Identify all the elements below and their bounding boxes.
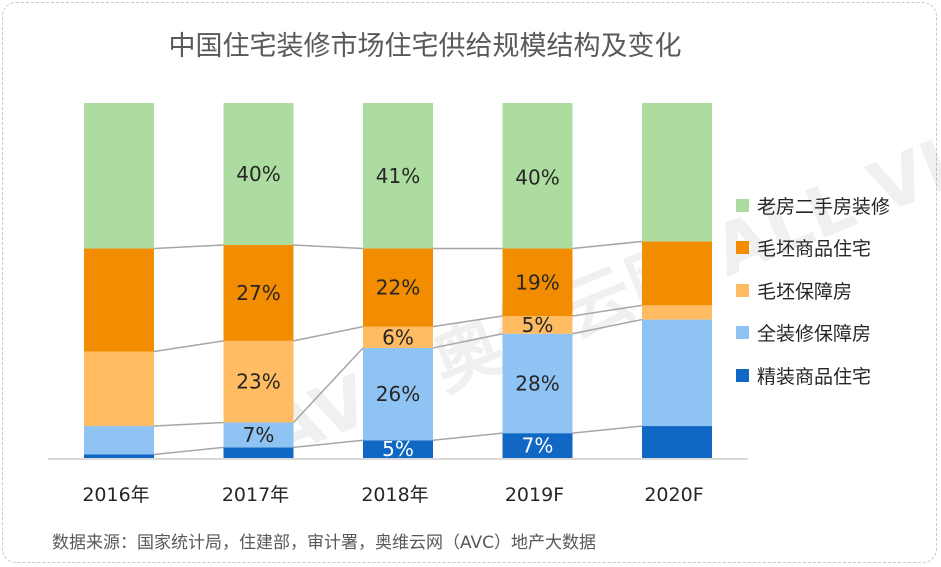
data-label: 23% bbox=[236, 370, 280, 394]
legend-label: 全装修保障房 bbox=[757, 323, 872, 346]
data-label: 40% bbox=[236, 162, 280, 186]
bar-segment bbox=[642, 241, 712, 306]
bar-segment bbox=[642, 319, 712, 427]
series-line bbox=[153, 340, 224, 353]
bar-segment bbox=[84, 248, 154, 352]
data-label: 41% bbox=[376, 164, 420, 188]
data-label: 19% bbox=[515, 270, 559, 294]
bar-segment bbox=[502, 333, 573, 434]
x-tick-label: 2019F bbox=[505, 484, 564, 506]
x-tick-label: 2017年 bbox=[222, 484, 289, 506]
legend-swatch bbox=[736, 241, 749, 255]
data-label: 22% bbox=[376, 276, 420, 300]
series-line bbox=[572, 425, 643, 434]
legend: 老房二手房装修 毛坯商品住宅 毛坯保障房全装修保障房 精装商品住宅 bbox=[736, 184, 890, 397]
series-line bbox=[572, 240, 643, 250]
series-line bbox=[432, 333, 503, 349]
legend-swatch bbox=[736, 283, 749, 297]
data-label: 26% bbox=[376, 382, 420, 406]
bar-segment bbox=[363, 347, 433, 441]
series-line bbox=[572, 318, 643, 335]
chart-title: 中国住宅装修市场住宅供给规模结构及变化 bbox=[168, 31, 682, 62]
series-line bbox=[572, 304, 643, 317]
data-label: 40% bbox=[515, 166, 559, 190]
legend-label: 精装商品住宅 bbox=[757, 365, 872, 388]
legend-item: 毛坯保障房 bbox=[736, 269, 890, 312]
legend-item: 老房二手房装修 bbox=[736, 184, 890, 227]
data-label: 7% bbox=[243, 423, 275, 447]
data-label: 28% bbox=[515, 371, 559, 395]
series-line bbox=[292, 347, 364, 424]
series-line bbox=[432, 315, 503, 328]
bar-segment bbox=[502, 316, 573, 334]
data-label: 27% bbox=[236, 281, 280, 305]
bar-segment bbox=[502, 248, 573, 316]
bar-segment bbox=[84, 103, 154, 249]
legend-item: 毛坯商品住宅 bbox=[736, 227, 890, 270]
legend-swatch bbox=[736, 368, 749, 382]
bar-segment bbox=[84, 426, 154, 455]
legend-label: 毛坯商品住宅 bbox=[757, 238, 872, 261]
bar-segment bbox=[363, 440, 433, 458]
series-line bbox=[293, 325, 364, 342]
bar-segment bbox=[642, 426, 712, 458]
data-label: 5% bbox=[382, 437, 414, 461]
legend-item: 全装修保障房 bbox=[736, 312, 890, 355]
legend-label: 毛坯保障房 bbox=[757, 280, 853, 303]
bar-segment bbox=[502, 103, 573, 249]
series-line bbox=[432, 432, 503, 441]
bar-segment bbox=[223, 245, 294, 341]
series-line bbox=[153, 421, 224, 427]
data-label: 6% bbox=[382, 325, 414, 349]
bar-segment bbox=[363, 326, 433, 348]
x-tick-label: 2018年 bbox=[361, 484, 428, 506]
legend-label: 老房二手房装修 bbox=[757, 195, 891, 218]
bar-segment bbox=[642, 103, 712, 242]
series-line bbox=[293, 244, 364, 250]
bar-segment bbox=[642, 305, 712, 320]
bar-segment bbox=[363, 248, 433, 327]
data-label: 5% bbox=[522, 313, 554, 337]
source-note: 数据来源：国家统计局，住建部，审计署，奥维云网（AVC）地产大数据 bbox=[52, 533, 597, 553]
series-line bbox=[153, 244, 224, 250]
legend-item: 精装商品住宅 bbox=[736, 354, 890, 397]
bar-segment bbox=[223, 340, 294, 423]
bar-segment bbox=[84, 454, 154, 458]
bar-segment bbox=[363, 103, 433, 249]
series-line bbox=[153, 446, 224, 456]
legend-swatch bbox=[736, 198, 749, 212]
bar-segment bbox=[84, 351, 154, 427]
series-line bbox=[293, 439, 364, 449]
data-label: 7% bbox=[522, 434, 554, 458]
x-tick-label: 2016年 bbox=[82, 484, 149, 506]
bar-segment bbox=[502, 433, 573, 458]
bar-segment bbox=[223, 447, 294, 458]
x-tick-label: 2020F bbox=[644, 484, 703, 506]
bar-segment bbox=[223, 103, 294, 245]
bar-segment bbox=[223, 422, 294, 448]
legend-swatch bbox=[736, 326, 749, 340]
